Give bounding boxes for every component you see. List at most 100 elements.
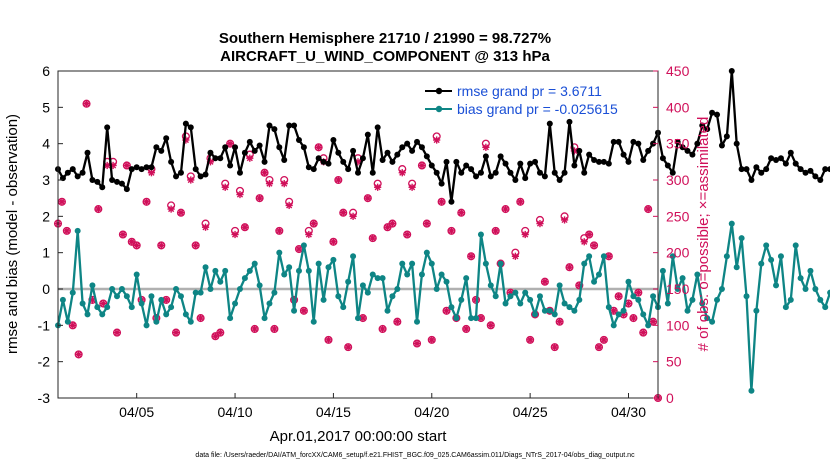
- obs-star-stroke: [502, 205, 509, 213]
- rmse-point: [89, 177, 96, 183]
- rmse-point: [325, 160, 332, 167]
- obs-assimilated-marker: [280, 180, 288, 188]
- bias-point: [768, 256, 775, 263]
- bias-point: [177, 293, 184, 300]
- obs-star-stroke: [635, 289, 642, 296]
- bias-point: [187, 318, 194, 325]
- obs-star-stroke: [477, 314, 485, 322]
- rmse-point: [389, 158, 396, 165]
- bias-point: [482, 260, 489, 267]
- bias-point: [615, 311, 622, 318]
- rmse-point: [74, 173, 81, 180]
- bias-point: [610, 322, 617, 329]
- bias-point: [286, 264, 293, 271]
- obs-star-stroke: [58, 198, 66, 205]
- bias-point: [797, 275, 804, 282]
- bias-point: [291, 307, 298, 314]
- bias-point: [802, 286, 809, 292]
- bias-series: [55, 220, 830, 394]
- obs-assimilated-marker: [556, 318, 564, 326]
- obs-assimilated-marker: [615, 292, 623, 300]
- rmse-point: [94, 178, 101, 185]
- obs-assimilated-marker: [241, 223, 249, 231]
- bias-point: [502, 300, 509, 307]
- obs-assimilated-marker: [565, 263, 574, 271]
- rmse-point: [379, 157, 386, 164]
- obs-star-stroke: [177, 209, 185, 216]
- obs-assimilated-marker: [147, 169, 156, 177]
- y-right-tick-label: 450: [666, 63, 690, 79]
- rmse-point: [812, 173, 819, 180]
- bias-point: [379, 275, 386, 282]
- obs-assimilated-marker: [236, 190, 244, 199]
- rmse-point: [409, 147, 416, 154]
- obs-assimilated-marker: [94, 205, 102, 213]
- obs-assimilated-marker: [629, 314, 638, 322]
- obs-assimilated-marker: [305, 230, 313, 239]
- rmse-point: [758, 169, 765, 176]
- obs-assimilated-marker: [231, 230, 239, 239]
- bias-point: [315, 260, 322, 267]
- rmse-point: [487, 173, 494, 180]
- y-right-tick-label: 100: [666, 317, 690, 333]
- obs-assimilated-marker: [413, 339, 421, 348]
- bias-point: [448, 304, 455, 311]
- bias-point: [748, 387, 755, 394]
- bias-point: [645, 322, 652, 329]
- bias-point: [595, 271, 602, 278]
- bias-point: [423, 249, 430, 256]
- obs-assimilated-marker: [369, 234, 377, 242]
- bias-point: [714, 296, 721, 303]
- obs-star-stroke: [163, 296, 170, 303]
- rmse-point: [827, 166, 830, 173]
- obs-assimilated-marker: [408, 183, 416, 191]
- obs-assimilated-marker: [270, 325, 278, 333]
- rmse-point: [350, 147, 357, 154]
- rmse-point: [777, 155, 784, 162]
- obs-star-stroke: [295, 245, 303, 253]
- bias-point: [246, 267, 253, 274]
- obs-star-stroke: [104, 162, 111, 169]
- obs-star-stroke: [349, 213, 357, 220]
- rmse-point: [399, 144, 406, 151]
- obs-assimilated-marker: [260, 169, 269, 177]
- obs-star-stroke: [63, 227, 70, 234]
- bias-point: [310, 318, 317, 325]
- rmse-point: [689, 151, 696, 158]
- bias-point: [369, 271, 376, 278]
- rmse-point: [79, 169, 86, 176]
- obs-assimilated-marker: [310, 220, 318, 228]
- bias-point: [74, 227, 81, 234]
- bias-point: [782, 304, 789, 311]
- obs-assimilated-marker: [418, 161, 426, 170]
- bias-point: [718, 286, 725, 292]
- bias-point: [669, 253, 676, 260]
- obs-assimilated-marker: [595, 343, 603, 351]
- rmse-point: [305, 164, 312, 171]
- obs-assimilated-marker: [433, 136, 441, 144]
- rmse-point: [723, 133, 730, 140]
- obs-star-stroke: [305, 231, 312, 238]
- rmse-point: [423, 153, 430, 160]
- x-tick-label: 04/30: [611, 404, 646, 420]
- bias-point: [281, 271, 288, 278]
- rmse-point: [217, 155, 224, 162]
- rmse-point: [763, 166, 770, 173]
- rmse-point: [782, 160, 789, 167]
- rmse-point: [468, 166, 475, 173]
- left-axis-ticks: -3 -2 -1 0 1 2 3 4 5 6: [38, 63, 63, 406]
- rmse-point: [733, 140, 740, 147]
- plot-area: [58, 71, 658, 398]
- bias-point: [69, 289, 76, 296]
- y-right-tick-label: 250: [666, 208, 690, 224]
- rmse-point: [532, 158, 539, 165]
- rmse-point: [591, 157, 598, 164]
- obs-assimilated-marker: [428, 336, 436, 344]
- obs-assimilated-marker: [324, 336, 333, 344]
- rmse-point: [118, 180, 125, 187]
- bias-point: [182, 311, 189, 318]
- rmse-point: [522, 175, 529, 182]
- plot-frame: [57, 70, 659, 399]
- bias-point: [541, 307, 548, 314]
- rmse-point: [576, 147, 583, 154]
